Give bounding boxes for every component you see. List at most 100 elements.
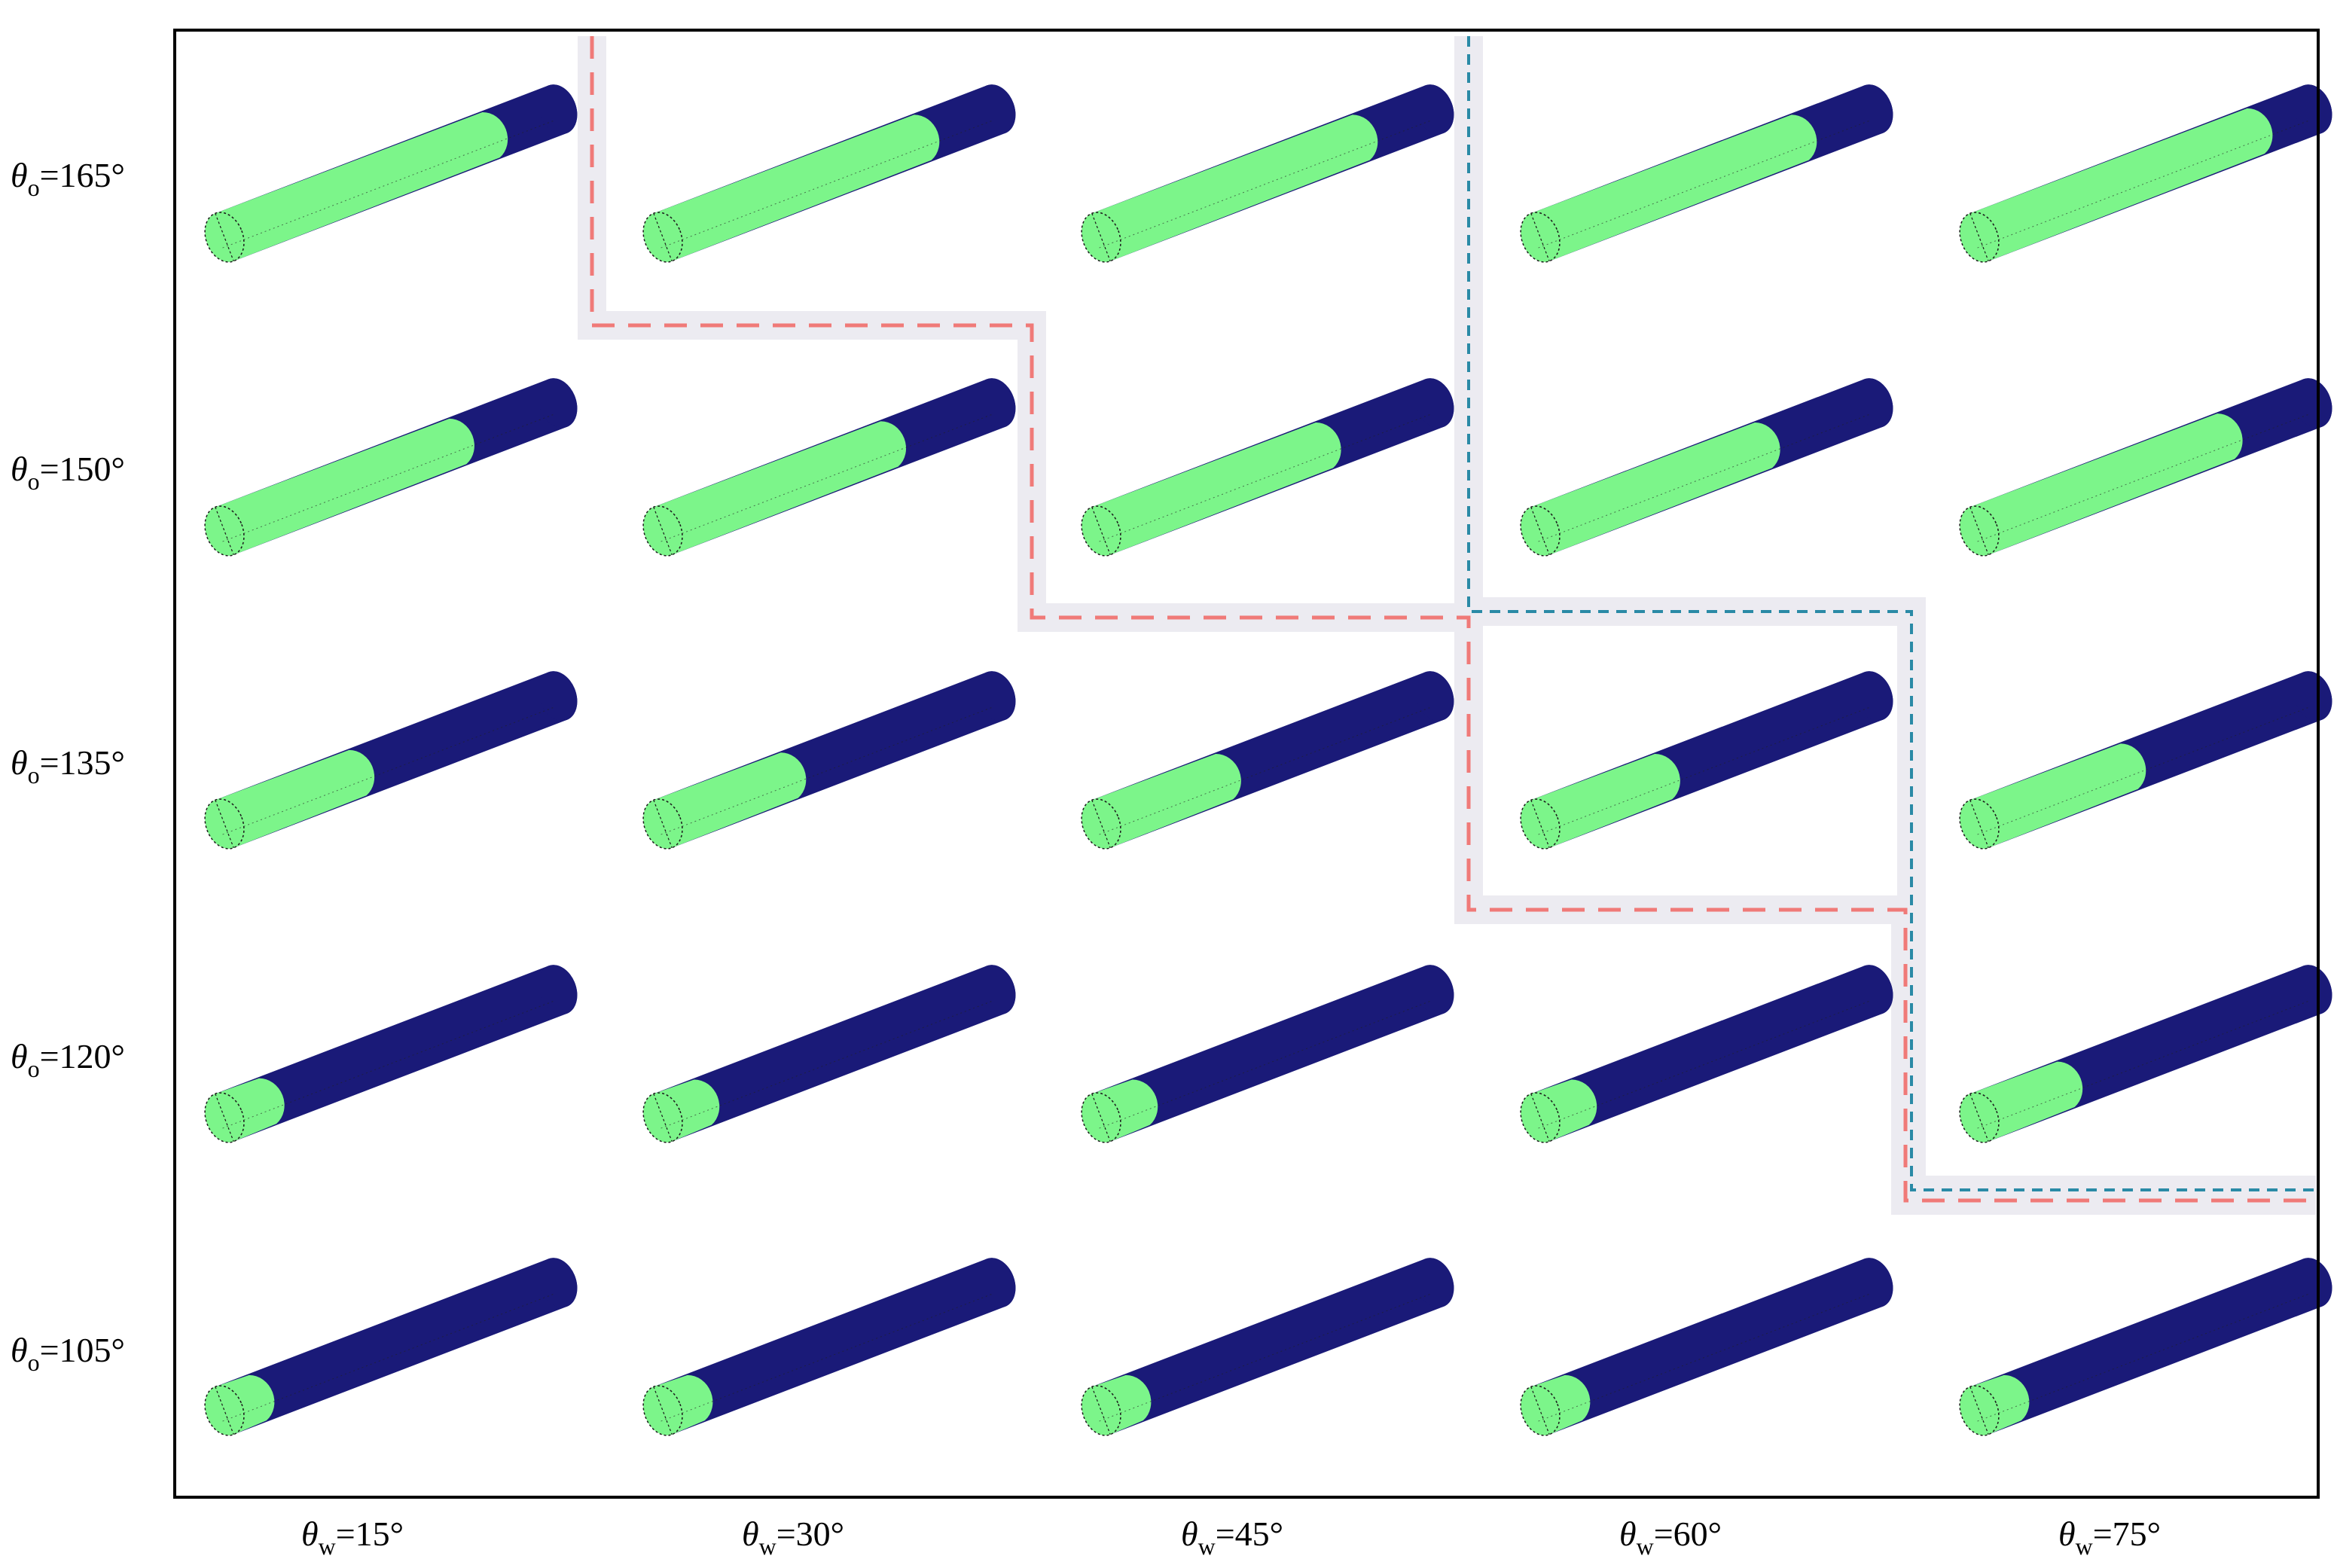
cap-guide-line	[1530, 800, 1550, 848]
cap-guide-line	[1969, 1386, 1989, 1435]
label-subscript: w	[1637, 1533, 1654, 1560]
tube-axis-line	[222, 706, 557, 835]
capillary-tube	[1959, 378, 2332, 557]
tube-end-cap	[1853, 965, 1893, 1015]
tube-end-cap	[976, 1258, 1016, 1308]
tube-end-cap	[2293, 671, 2332, 721]
label-subscript: w	[1198, 1533, 1216, 1560]
oil-phase	[1969, 413, 2243, 555]
capillary-tube	[1520, 1258, 1893, 1436]
oil-phase	[1530, 423, 1780, 555]
cap-guide-line	[1530, 1094, 1550, 1142]
column-label: θw=15°	[301, 1515, 404, 1560]
tube-axis-line	[222, 413, 557, 542]
oil-phase	[653, 752, 807, 848]
tube-end-cap	[2293, 84, 2332, 135]
tube-end-cap	[1414, 84, 1454, 135]
theta-symbol: θ	[1619, 1515, 1637, 1553]
capillary-tube	[642, 1258, 1016, 1436]
tube-axis-line	[1977, 119, 2311, 249]
capillary-tube	[642, 671, 1016, 850]
tube-end-cap	[538, 378, 578, 429]
tube-end-cap	[538, 965, 578, 1015]
cap-guide-line	[1969, 213, 1989, 261]
tube-axis-line	[1099, 999, 1433, 1129]
cap-guide-line	[215, 800, 234, 848]
water-phase	[1530, 965, 1893, 1142]
tube-axis-line	[222, 1292, 557, 1422]
capillary-tube	[1081, 378, 1454, 557]
label-value: =135°	[40, 743, 125, 782]
label-value: =75°	[2093, 1515, 2161, 1553]
capillary-tube	[1081, 671, 1454, 850]
tube-end-cap	[1853, 84, 1893, 135]
tube-end-cap	[1414, 671, 1454, 721]
oil-phase	[1969, 108, 2273, 261]
theta-symbol: θ	[742, 1515, 759, 1553]
capillary-tube	[204, 671, 578, 850]
label-subscript: o	[28, 1055, 40, 1082]
cap-guide-line	[1969, 800, 1989, 848]
capillary-tube	[1520, 965, 1893, 1143]
tube-end-cap	[538, 84, 578, 135]
cap-guide-line	[1530, 507, 1550, 555]
label-value: =15°	[336, 1515, 404, 1553]
oil-phase	[215, 111, 508, 261]
oil-phase	[653, 114, 940, 261]
capillary-tube	[1081, 965, 1454, 1143]
column-label: θw=60°	[1619, 1515, 1722, 1560]
oil-phase	[1969, 743, 2146, 848]
theta-symbol: θ	[1181, 1515, 1198, 1553]
capillary-tube	[1520, 378, 1893, 557]
cap-guide-line	[1969, 1094, 1989, 1142]
cap-guide-line	[1091, 800, 1111, 848]
tube-end-cap	[1414, 1258, 1454, 1308]
capillary-tube	[1520, 671, 1893, 850]
tube-axis-line	[1538, 413, 1872, 542]
tube-axis-line	[1977, 413, 2311, 542]
tube-end-cap	[1414, 378, 1454, 429]
label-subscript: w	[2076, 1533, 2093, 1560]
column-label: θw=45°	[1181, 1515, 1283, 1560]
tube-end-cap	[2293, 378, 2332, 429]
tube-end-cap	[1414, 965, 1454, 1015]
tube-end-cap	[1853, 671, 1893, 721]
row-label: θo=105°	[11, 1331, 125, 1376]
teal-dashed-boundary	[1467, 36, 2316, 1191]
tube-axis-line	[661, 413, 995, 542]
label-value: =105°	[40, 1331, 125, 1369]
boundary-lines	[590, 36, 2316, 1203]
label-value: =150°	[40, 450, 125, 488]
oil-phase	[1091, 753, 1241, 848]
cap-guide-line	[1530, 1386, 1550, 1435]
row-label: θo=120°	[11, 1037, 125, 1082]
label-value: =30°	[776, 1515, 844, 1553]
theta-symbol: θ	[11, 450, 28, 488]
capillary-tube	[642, 378, 1016, 557]
water-phase	[215, 965, 578, 1142]
theta-symbol: θ	[2058, 1515, 2076, 1553]
tube-axis-line	[1538, 999, 1872, 1129]
row-label: θo=150°	[11, 450, 125, 495]
capillary-tube	[204, 378, 578, 557]
tube-end-cap	[1853, 378, 1893, 429]
water-phase	[1091, 965, 1454, 1142]
water-phase	[1969, 1258, 2332, 1435]
water-phase	[1530, 1258, 1893, 1435]
capillary-tube	[1081, 1258, 1454, 1436]
label-value: =165°	[40, 156, 125, 194]
tube-end-cap	[976, 965, 1016, 1015]
oil-phase	[653, 421, 907, 555]
tube-axis-line	[222, 999, 557, 1129]
row-label: θo=165°	[11, 156, 125, 201]
column-label: θw=75°	[2058, 1515, 2161, 1560]
label-subscript: o	[28, 468, 40, 495]
cap-guide-line	[1530, 213, 1550, 261]
label-subscript: o	[28, 174, 40, 201]
tube-axis-line	[661, 706, 995, 835]
oil-phase	[1091, 423, 1341, 555]
tube-end-cap	[2293, 965, 2332, 1015]
cap-guide-line	[1091, 213, 1111, 261]
tube-axis-line	[1977, 706, 2311, 835]
